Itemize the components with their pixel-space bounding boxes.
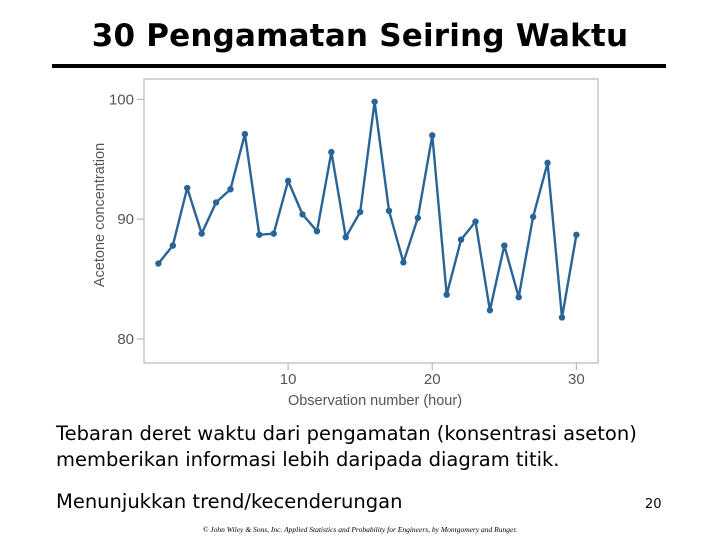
title-underline (52, 64, 666, 68)
page-number: 20 (645, 497, 662, 512)
data-point (184, 184, 191, 192)
data-point (544, 159, 551, 167)
data-point (328, 148, 335, 156)
x-tick-label: 10 (280, 371, 297, 388)
data-point (414, 214, 422, 222)
data-point (400, 259, 407, 266)
plot-frame (143, 78, 599, 364)
data-point (443, 291, 450, 298)
data-point (573, 231, 580, 238)
series-line (157, 100, 578, 319)
data-point (356, 208, 364, 216)
data-point (227, 186, 234, 193)
data-point (429, 132, 436, 139)
y-axis-label: Acetone concentration (92, 143, 108, 287)
y-tick-label: 100 (109, 91, 134, 108)
data-point (501, 242, 508, 249)
data-point (529, 213, 537, 221)
data-point (457, 236, 465, 243)
description-paragraph: Tebaran deret waktu dari pengamatan (kon… (56, 422, 637, 471)
x-tick-label: 30 (568, 371, 585, 388)
data-point (472, 218, 479, 225)
data-point (385, 207, 393, 215)
data-point (155, 260, 162, 267)
data-point (299, 211, 306, 218)
trend-paragraph: Menunjukkan trend/kecenderungan (56, 490, 403, 513)
x-tick-label: 20 (424, 371, 441, 388)
data-point (212, 199, 220, 206)
data-point (558, 314, 566, 321)
data-point (313, 227, 321, 235)
y-tick-label: 90 (117, 211, 134, 228)
data-point (169, 242, 177, 249)
data-point (270, 230, 277, 237)
copyright-notice: © John Wiley & Sons, Inc. Applied Statis… (202, 525, 518, 534)
data-point (256, 231, 263, 238)
data-point (241, 130, 249, 138)
data-point (371, 98, 378, 105)
data-point (486, 307, 494, 314)
data-point (342, 233, 349, 241)
data-point (284, 177, 292, 185)
x-axis-label: Observation number (hour) (288, 393, 462, 409)
slide-title: 30 Pengamatan Seiring Waktu (91, 18, 629, 54)
data-point (198, 230, 205, 237)
y-tick-label: 80 (117, 331, 134, 348)
data-point (515, 293, 522, 301)
acetone-time-series-chart: 80 90 100 10 20 30 Observation number (hour) Ac… (92, 78, 599, 409)
